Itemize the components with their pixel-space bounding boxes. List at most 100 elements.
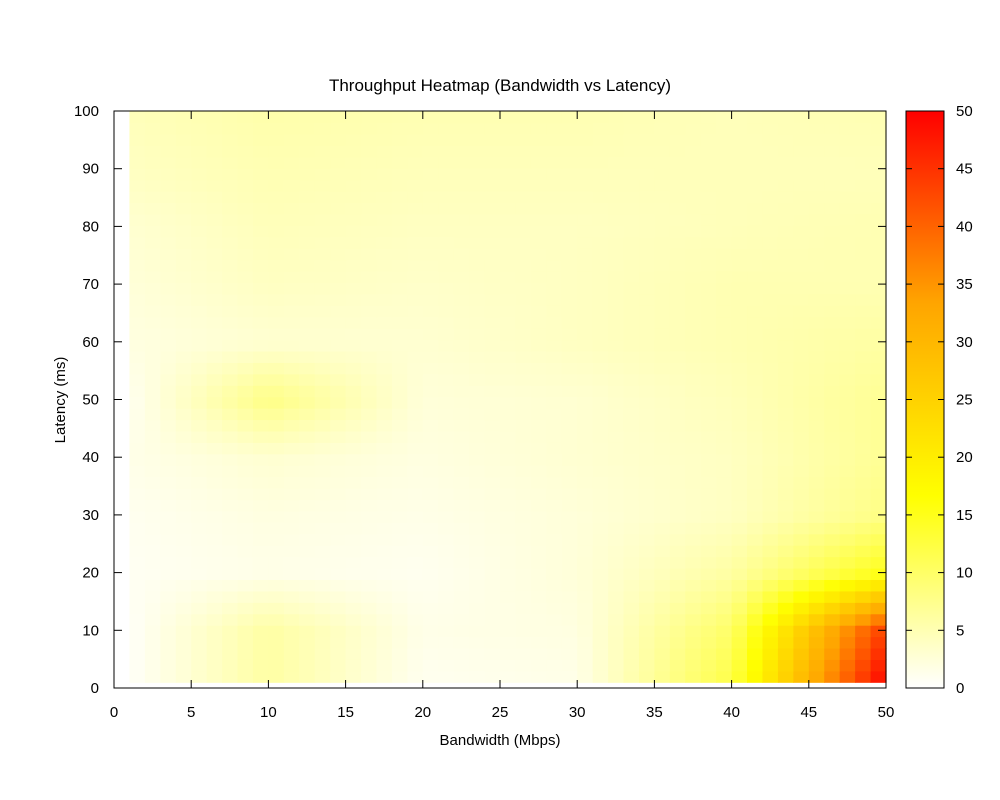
heatmap-cell bbox=[237, 602, 254, 615]
heatmap-cell bbox=[361, 168, 378, 181]
heatmap-cell bbox=[855, 442, 872, 455]
heatmap-cell bbox=[268, 499, 285, 512]
heatmap-cell bbox=[422, 579, 439, 592]
heatmap-cell bbox=[608, 488, 625, 501]
heatmap-cell bbox=[855, 419, 872, 432]
heatmap-cell bbox=[175, 647, 192, 660]
heatmap-cell bbox=[839, 590, 856, 603]
heatmap-cell bbox=[530, 179, 547, 192]
heatmap-cell bbox=[376, 499, 393, 512]
heatmap-cell bbox=[237, 282, 254, 295]
heatmap-cell bbox=[469, 248, 486, 261]
heatmap-cell bbox=[160, 122, 177, 135]
heatmap-cell bbox=[793, 647, 810, 660]
heatmap-cell bbox=[777, 522, 794, 535]
heatmap-cell bbox=[330, 293, 347, 306]
heatmap-cell bbox=[438, 168, 455, 181]
heatmap-cell bbox=[608, 659, 625, 672]
heatmap-cell bbox=[685, 636, 702, 649]
heatmap-cell bbox=[731, 567, 748, 580]
heatmap-cell bbox=[345, 556, 362, 569]
heatmap-cell bbox=[777, 122, 794, 135]
heatmap-cell bbox=[654, 145, 671, 158]
heatmap-cell bbox=[623, 168, 640, 181]
heatmap-cell bbox=[299, 202, 316, 215]
heatmap-cell bbox=[191, 328, 208, 341]
heatmap-cell bbox=[777, 659, 794, 672]
heatmap-cell bbox=[777, 156, 794, 169]
heatmap-cell bbox=[391, 316, 408, 329]
heatmap-cell bbox=[716, 659, 733, 672]
heatmap-cell bbox=[175, 613, 192, 626]
heatmap-cell bbox=[870, 328, 887, 341]
heatmap-cell bbox=[206, 145, 223, 158]
heatmap-cell bbox=[669, 316, 686, 329]
heatmap-cell bbox=[361, 602, 378, 615]
heatmap-cell bbox=[453, 339, 470, 352]
heatmap-cell bbox=[777, 225, 794, 238]
heatmap-cell bbox=[314, 111, 331, 124]
heatmap-cell bbox=[762, 111, 779, 124]
heatmap-cell bbox=[716, 613, 733, 626]
heatmap-cell bbox=[283, 202, 300, 215]
heatmap-cell bbox=[824, 442, 841, 455]
heatmap-cell bbox=[777, 259, 794, 272]
heatmap-cell bbox=[175, 122, 192, 135]
heatmap-cell bbox=[762, 625, 779, 638]
heatmap-cell bbox=[638, 396, 655, 409]
heatmap-cell bbox=[824, 236, 841, 249]
heatmap-cell bbox=[252, 133, 269, 146]
heatmap-cell bbox=[391, 430, 408, 443]
heatmap-cell bbox=[530, 156, 547, 169]
heatmap-cell bbox=[438, 567, 455, 580]
heatmap-cell bbox=[222, 545, 239, 558]
heatmap-cell bbox=[422, 522, 439, 535]
heatmap-cell bbox=[407, 545, 424, 558]
heatmap-cell bbox=[500, 202, 517, 215]
colorbar-tick-label: 30 bbox=[956, 334, 973, 351]
heatmap-cell bbox=[669, 419, 686, 432]
heatmap-cell bbox=[484, 339, 501, 352]
heatmap-cell bbox=[391, 590, 408, 603]
heatmap-cell bbox=[808, 545, 825, 558]
heatmap-cell bbox=[747, 156, 764, 169]
heatmap-cell bbox=[144, 111, 161, 124]
heatmap-cell bbox=[160, 556, 177, 569]
heatmap-cell bbox=[638, 259, 655, 272]
heatmap-cell bbox=[469, 202, 486, 215]
heatmap-cell bbox=[191, 168, 208, 181]
heatmap-cell bbox=[206, 647, 223, 660]
heatmap-cell bbox=[206, 225, 223, 238]
heatmap-cell bbox=[515, 567, 532, 580]
heatmap-cell bbox=[561, 305, 578, 318]
heatmap-cell bbox=[407, 248, 424, 261]
heatmap-cell bbox=[638, 293, 655, 306]
heatmap-cell bbox=[175, 145, 192, 158]
heatmap-cell bbox=[870, 373, 887, 386]
heatmap-cell bbox=[361, 590, 378, 603]
heatmap-cell bbox=[870, 408, 887, 421]
heatmap-cell bbox=[700, 145, 717, 158]
heatmap-cell bbox=[669, 350, 686, 363]
heatmap-cell bbox=[500, 579, 517, 592]
heatmap-cell bbox=[747, 305, 764, 318]
heatmap-cell bbox=[623, 179, 640, 192]
heatmap-cell bbox=[500, 305, 517, 318]
heatmap-cell bbox=[283, 476, 300, 489]
heatmap-cell bbox=[855, 202, 872, 215]
heatmap-cell bbox=[345, 567, 362, 580]
heatmap-cell bbox=[361, 385, 378, 398]
heatmap-cell bbox=[530, 225, 547, 238]
heatmap-cell bbox=[762, 328, 779, 341]
heatmap-cell bbox=[716, 339, 733, 352]
heatmap-cell bbox=[700, 202, 717, 215]
heatmap-cell bbox=[824, 190, 841, 203]
heatmap-cell bbox=[299, 659, 316, 672]
heatmap-cell bbox=[824, 465, 841, 478]
heatmap-cell bbox=[175, 362, 192, 375]
heatmap-cell bbox=[407, 328, 424, 341]
heatmap-cell bbox=[793, 567, 810, 580]
heatmap-cell bbox=[608, 590, 625, 603]
heatmap-cell bbox=[484, 293, 501, 306]
heatmap-cell bbox=[500, 248, 517, 261]
